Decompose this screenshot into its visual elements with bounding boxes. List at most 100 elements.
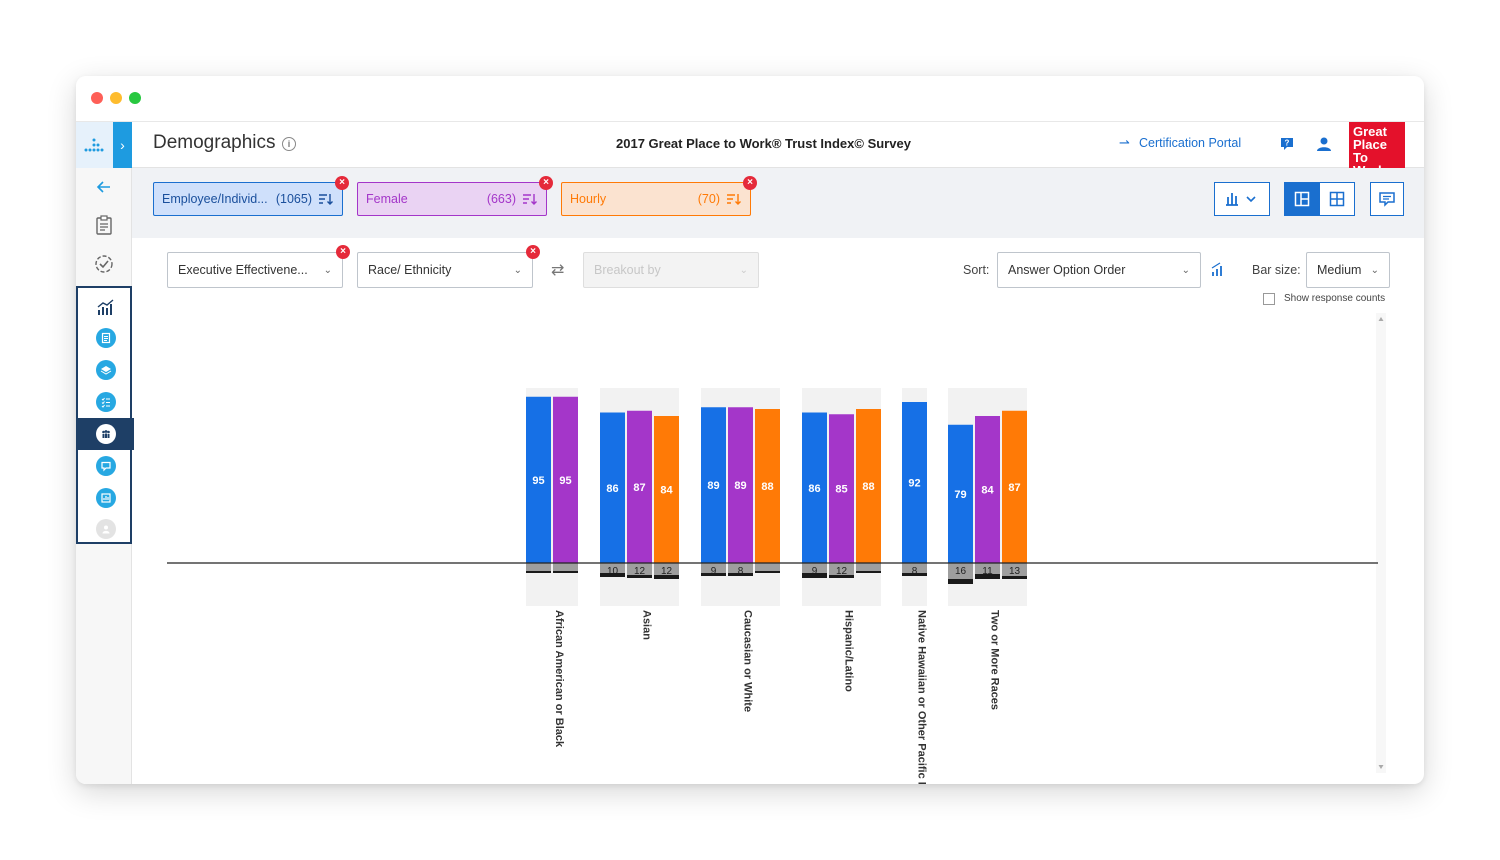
neutral-bar — [802, 563, 827, 573]
neutral-value-label: 8 — [738, 566, 744, 577]
positive-value-label: 88 — [862, 481, 874, 493]
filter-chip-female[interactable]: Female (663) × — [357, 176, 553, 216]
positive-bar — [856, 409, 881, 563]
certification-portal-link[interactable]: Certification Portal — [1139, 136, 1242, 150]
help-chat-icon[interactable]: ? — [1278, 135, 1296, 153]
remove-filter-button[interactable]: × — [335, 176, 349, 190]
remove-question-button[interactable]: × — [336, 245, 350, 259]
filter-chip-label: Employee/Individ... — [162, 192, 268, 206]
sidebar-item-analytics[interactable] — [78, 288, 134, 326]
positive-value-label: 92 — [908, 478, 920, 490]
sidebar-item-dashboard[interactable] — [78, 482, 134, 514]
chart-type-button[interactable] — [1214, 182, 1270, 216]
chevron-down-icon: ⌄ — [1370, 264, 1379, 276]
sidebar-nav — [76, 168, 134, 784]
layout-grid-button[interactable] — [1319, 182, 1355, 216]
maximize-window-button[interactable] — [129, 92, 141, 104]
sort-icon[interactable] — [318, 192, 334, 206]
swap-icon[interactable]: ⇄ — [551, 262, 565, 279]
checklist-icon — [96, 392, 116, 412]
neutral-bar — [975, 563, 1000, 574]
category-label: Caucasian or White — [742, 610, 754, 712]
chart-scrollbar[interactable] — [1376, 313, 1386, 773]
user-icon[interactable] — [1315, 135, 1333, 153]
app-header: › Demographics i 2017 Great Place to Wor… — [76, 122, 1424, 178]
people-icon — [96, 424, 116, 444]
positive-value-label: 84 — [981, 485, 994, 497]
sort-direction-icon[interactable] — [1211, 262, 1225, 278]
survey-title: 2017 Great Place to Work® Trust Index© S… — [616, 136, 911, 151]
neutral-bar — [829, 563, 854, 575]
question-dropdown[interactable]: Executive Effectivene... ⌄ × — [167, 245, 350, 288]
show-response-counts-checkbox[interactable] — [1263, 293, 1275, 305]
neutral-value-label: 12 — [661, 566, 673, 577]
layout-grid-icon — [1329, 191, 1345, 207]
info-icon[interactable]: i — [282, 137, 296, 151]
category-label: African American or Black — [553, 610, 565, 748]
negative-bar — [948, 579, 973, 584]
page-title: Demographics — [153, 132, 276, 153]
comments-panel-button[interactable] — [1370, 182, 1404, 216]
layers-icon — [96, 360, 116, 380]
back-button[interactable] — [76, 168, 132, 206]
category-label: Two or More Races — [989, 610, 1001, 710]
logo[interactable]: › — [76, 122, 132, 168]
bar-size-dropdown[interactable]: Medium ⌄ — [1306, 252, 1390, 288]
chevron-right-icon[interactable]: › — [113, 122, 132, 168]
arrow-left-icon — [96, 181, 110, 193]
negative-bar — [728, 573, 753, 576]
sidebar-item-checklist[interactable] — [78, 386, 134, 418]
neutral-value-label: 9 — [812, 566, 818, 577]
clipboard-icon — [96, 215, 112, 235]
positive-bar — [526, 396, 551, 563]
remove-dimension-button[interactable]: × — [526, 245, 540, 259]
category-label: Asian — [641, 610, 653, 640]
sidebar-item-dimensions[interactable] — [78, 354, 134, 386]
positive-value-label: 87 — [1008, 482, 1020, 494]
sidebar-item-statements[interactable] — [78, 322, 134, 354]
profile-icon — [96, 519, 116, 539]
breakout-dropdown[interactable]: Breakout by ⌄ — [583, 252, 759, 288]
positive-value-label: 84 — [660, 485, 673, 497]
positive-value-label: 87 — [633, 482, 645, 494]
positive-bar — [1002, 410, 1027, 563]
positive-value-label: 79 — [954, 489, 966, 501]
app-window: › Demographics i 2017 Great Place to Wor… — [76, 76, 1424, 784]
sidebar-item-reports[interactable] — [76, 206, 132, 244]
dimension-dropdown[interactable]: Race/ Ethnicity ⌄ × — [357, 245, 540, 288]
chart-dots-logo-icon — [84, 138, 104, 152]
close-window-button[interactable] — [91, 92, 103, 104]
negative-bar — [1002, 576, 1027, 579]
chat-icon — [1379, 192, 1395, 207]
sort-icon[interactable] — [522, 192, 538, 206]
filter-chip-employee[interactable]: Employee/Individ... (1065) × — [153, 176, 349, 216]
sidebar-item-demographics[interactable] — [78, 418, 134, 450]
positive-value-label: 88 — [761, 481, 773, 493]
neutral-bar — [755, 563, 780, 571]
remove-filter-button[interactable]: × — [743, 176, 757, 190]
sort-dropdown[interactable]: Answer Option Order ⌄ — [997, 252, 1201, 288]
sidebar-item-profile[interactable] — [78, 514, 134, 544]
positive-bar — [728, 407, 753, 563]
positive-value-label: 89 — [707, 480, 719, 492]
positive-bar — [701, 407, 726, 563]
neutral-bar — [948, 563, 973, 579]
layout-split-button[interactable] — [1284, 182, 1320, 216]
filter-chip-label: Hourly — [570, 192, 607, 206]
chevron-down-icon: ⌄ — [1181, 264, 1190, 276]
comment-icon — [96, 456, 116, 476]
bar-size-label: Bar size: — [1252, 263, 1301, 277]
sidebar-analytics-group — [76, 286, 134, 544]
neutral-bar — [526, 563, 551, 571]
svg-text:?: ? — [1285, 139, 1290, 148]
sort-icon[interactable] — [726, 192, 742, 206]
sidebar-item-tasks[interactable] — [76, 245, 132, 283]
remove-filter-button[interactable]: × — [539, 176, 553, 190]
neutral-value-label: 12 — [634, 566, 646, 577]
minimize-window-button[interactable] — [110, 92, 122, 104]
breakout-placeholder: Breakout by — [594, 263, 661, 277]
filter-chip-hourly[interactable]: Hourly (70) × — [561, 176, 757, 216]
positive-value-label: 86 — [606, 483, 618, 495]
window-titlebar — [76, 76, 1424, 122]
sidebar-item-comments[interactable] — [78, 450, 134, 482]
